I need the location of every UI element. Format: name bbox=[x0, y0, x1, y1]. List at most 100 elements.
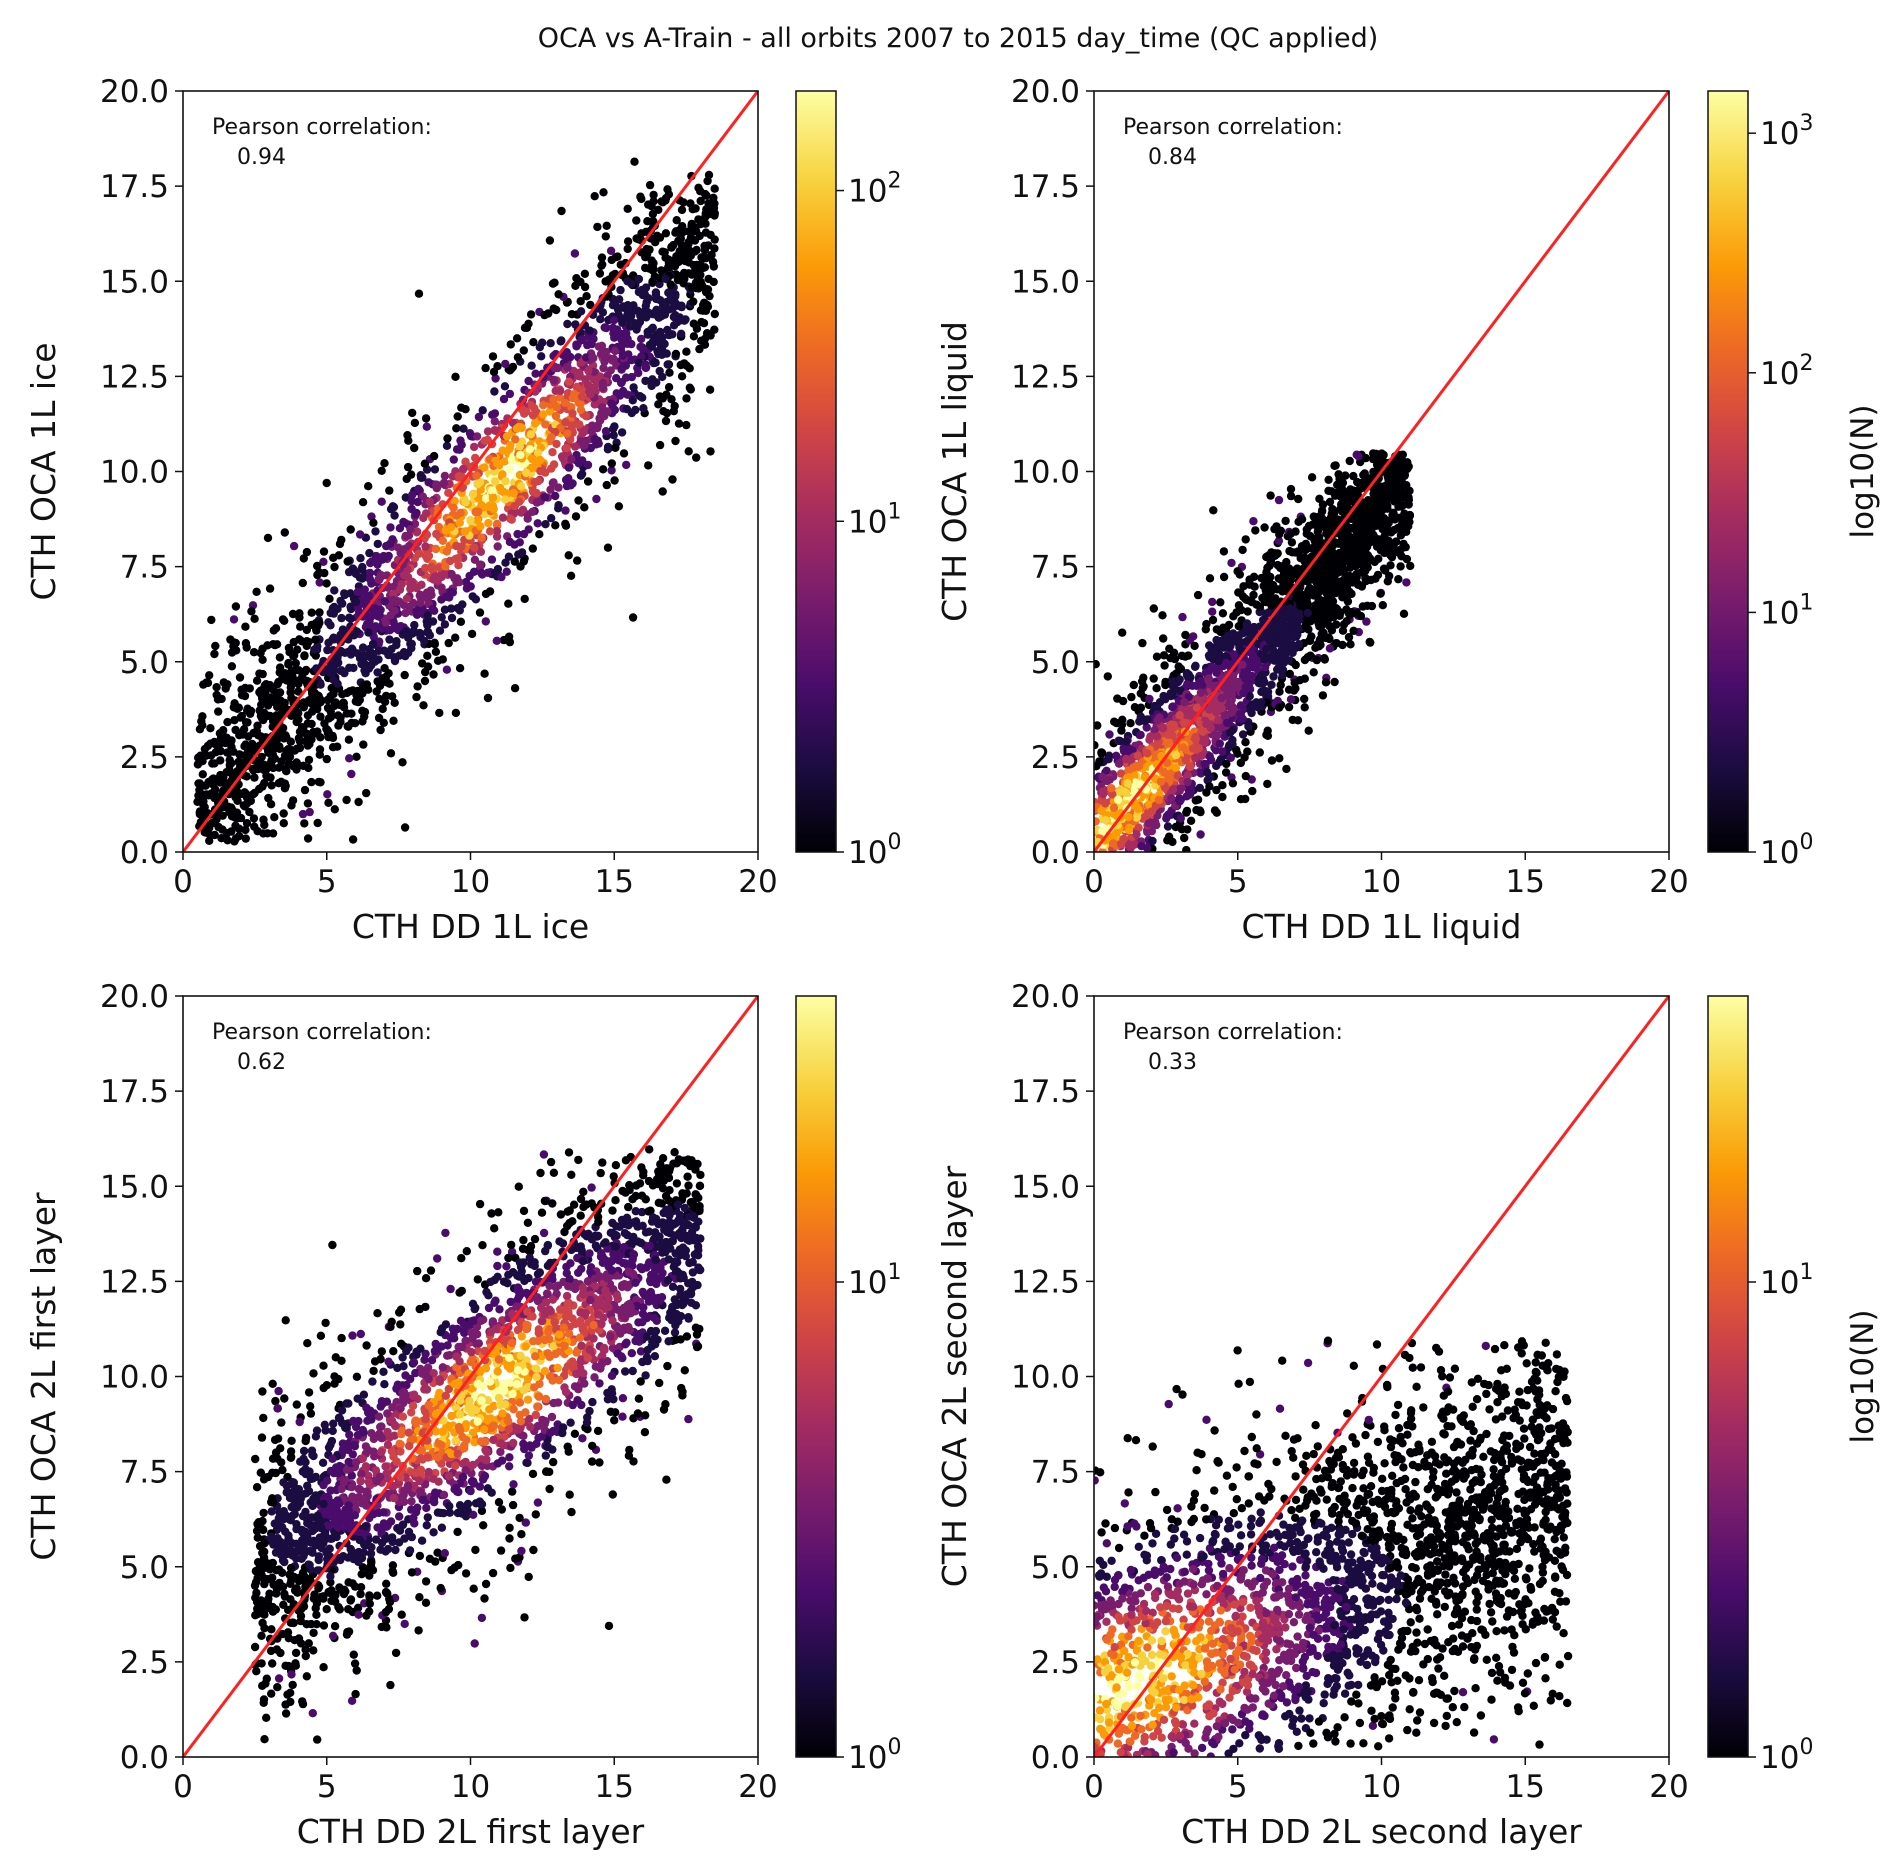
hexbin-cell bbox=[536, 455, 545, 465]
hexbin-cell bbox=[437, 613, 446, 622]
hexbin-cell bbox=[535, 343, 544, 352]
hexbin-cell bbox=[480, 463, 489, 472]
hexbin-cell bbox=[422, 422, 431, 431]
hexbin-cell bbox=[355, 530, 365, 539]
hexbin-cell bbox=[499, 394, 509, 404]
hexbin-cell bbox=[1170, 654, 1180, 664]
hexbin-cell bbox=[392, 640, 401, 650]
hexbin-cell bbox=[1196, 830, 1205, 839]
hexbin-cell bbox=[380, 459, 389, 468]
hexbin-cell bbox=[1216, 627, 1225, 637]
hexbin-cell bbox=[235, 673, 245, 682]
hexbin-cell bbox=[601, 232, 610, 241]
hexbin-cell bbox=[531, 369, 540, 378]
hexbin-cell bbox=[342, 795, 351, 805]
hexbin-cell bbox=[1241, 771, 1251, 781]
hexbin-cell bbox=[628, 613, 638, 622]
hexbin-cell bbox=[1143, 715, 1152, 724]
hexbin-cell bbox=[1195, 783, 1205, 793]
hexbin-cell bbox=[1169, 720, 1179, 730]
hexbin-cell bbox=[617, 364, 626, 374]
hexbin-cell bbox=[1159, 651, 1169, 660]
hexbin-cell bbox=[676, 234, 685, 243]
hexbin-cell bbox=[1304, 726, 1313, 735]
hexbin-cell bbox=[485, 527, 495, 536]
hexbin-cell bbox=[302, 547, 312, 557]
hexbin-cell bbox=[315, 750, 324, 759]
y-tick-label: 2.5 bbox=[120, 740, 169, 776]
hexbin-cell bbox=[541, 520, 550, 529]
hexbin-cell bbox=[1125, 823, 1134, 833]
hexbin-cell bbox=[709, 262, 718, 271]
hexbin-cell bbox=[623, 277, 632, 286]
hexbin-cell bbox=[227, 827, 236, 836]
hexbin-cell bbox=[1192, 805, 1201, 815]
hexbin-cell bbox=[666, 280, 675, 289]
hexbin-cell bbox=[369, 649, 378, 659]
hexbin-cell bbox=[287, 801, 296, 810]
hexbin-cell bbox=[406, 470, 416, 479]
hexbin-cell bbox=[1248, 653, 1258, 662]
hexbin-cell bbox=[227, 648, 237, 657]
hexbin-cell bbox=[519, 346, 528, 355]
hexbin-cell bbox=[1301, 621, 1310, 630]
hexbin-cell bbox=[604, 275, 614, 284]
hexbin-cell bbox=[423, 621, 432, 630]
hexbin-cell bbox=[330, 635, 339, 644]
hexbin-cell bbox=[294, 687, 303, 696]
hexbin-cell bbox=[561, 418, 570, 427]
hexbin-cell bbox=[1121, 754, 1131, 764]
hexbin-cell bbox=[1230, 650, 1239, 659]
hexbin-cell bbox=[611, 346, 620, 356]
hexbin-cell bbox=[1284, 621, 1293, 631]
hexbin-cell bbox=[421, 509, 431, 518]
hexbin-cell bbox=[513, 529, 522, 539]
hexbin-cell bbox=[214, 707, 223, 716]
hexbin-cell bbox=[1275, 754, 1284, 763]
hexbin-cell bbox=[529, 338, 538, 347]
hexbin-cell bbox=[1308, 520, 1318, 529]
hexbin-cell bbox=[551, 521, 560, 530]
hexbin-cell bbox=[389, 617, 398, 627]
hexbin-cell bbox=[284, 660, 293, 669]
hexbin-cell bbox=[522, 323, 532, 332]
hexbin-cell bbox=[1281, 516, 1290, 526]
hexbin-cell bbox=[618, 351, 627, 360]
hexbin-cell bbox=[390, 698, 399, 707]
hexbin-cell bbox=[530, 478, 540, 487]
hexbin-cell bbox=[457, 403, 466, 412]
hexbin-cell bbox=[1357, 582, 1367, 591]
hexbin-cell bbox=[205, 671, 214, 680]
hexbin-cell bbox=[1295, 593, 1304, 603]
hexbin-cell bbox=[1212, 641, 1221, 650]
hexbin-cell bbox=[416, 598, 425, 607]
hexbin-cell bbox=[653, 347, 662, 356]
hexbin-cell bbox=[686, 251, 695, 260]
hexbin-cell bbox=[1212, 808, 1222, 817]
hexbin-cell bbox=[627, 372, 636, 382]
hexbin-cell bbox=[489, 367, 499, 377]
hexbin-cell bbox=[281, 764, 290, 773]
hexbin-cell bbox=[575, 420, 584, 429]
hexbin-cell bbox=[498, 446, 507, 455]
hexbin-cell bbox=[1113, 795, 1123, 804]
hexbin-cell bbox=[429, 575, 438, 584]
hexbin-cell bbox=[390, 511, 399, 520]
hexbin-cell bbox=[1203, 768, 1212, 777]
hexbin-cell bbox=[288, 609, 298, 619]
hexbin-cell bbox=[295, 613, 304, 622]
hexbin-cell bbox=[1376, 589, 1385, 598]
hexbin-cell bbox=[492, 527, 502, 536]
hexbin-cell bbox=[598, 378, 608, 388]
hexbin-cell bbox=[299, 554, 308, 563]
hexbin-cell bbox=[1132, 802, 1141, 811]
hexbin-cell bbox=[293, 645, 302, 654]
hexbin-cell bbox=[513, 353, 523, 362]
hexbin-cell bbox=[526, 400, 535, 410]
hexbin-cell bbox=[1167, 794, 1176, 803]
hexbin-cell bbox=[639, 404, 648, 413]
hexbin-cell bbox=[1363, 474, 1372, 483]
hexbin-cell bbox=[1361, 453, 1371, 463]
hexbin-cell bbox=[557, 206, 566, 216]
hexbin-cell bbox=[446, 604, 456, 613]
